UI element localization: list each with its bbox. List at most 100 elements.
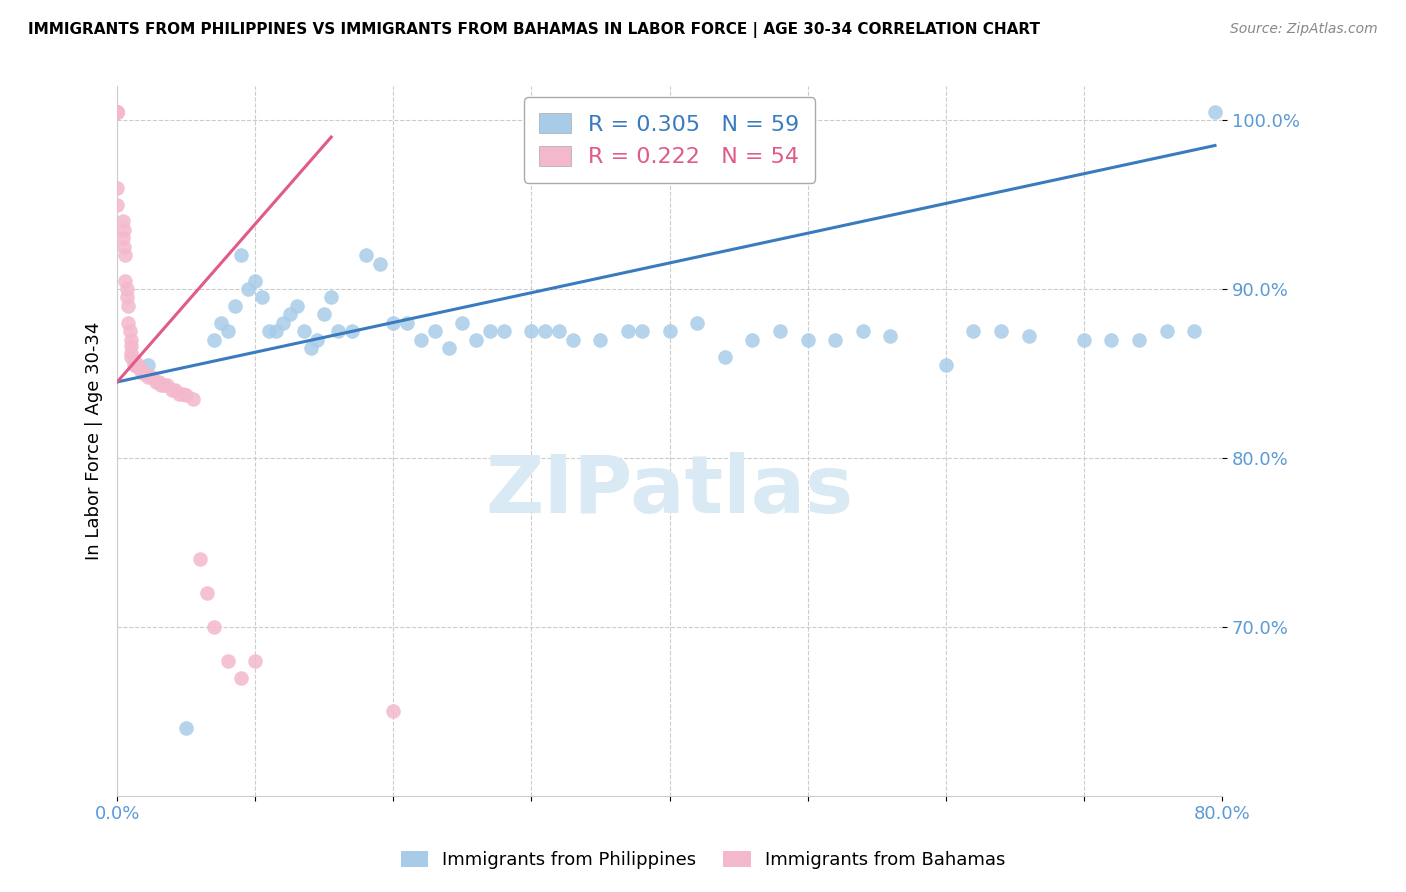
Point xyxy=(105,104,128,119)
Point xyxy=(250,291,273,305)
Point xyxy=(990,324,1012,338)
Point xyxy=(299,341,322,355)
Point xyxy=(105,104,128,119)
Point xyxy=(105,104,128,119)
Point xyxy=(141,370,163,384)
Point xyxy=(128,361,150,376)
Point xyxy=(209,316,232,330)
Point xyxy=(105,104,128,119)
Point xyxy=(1073,333,1095,347)
Point xyxy=(111,214,134,228)
Point xyxy=(245,654,267,668)
Point xyxy=(153,378,176,392)
Point xyxy=(127,358,149,372)
Point xyxy=(561,333,583,347)
Point xyxy=(631,324,654,338)
Point xyxy=(534,324,557,338)
Point xyxy=(174,721,197,735)
Point xyxy=(368,257,391,271)
Point xyxy=(202,620,225,634)
Text: ZIPatlas: ZIPatlas xyxy=(485,451,853,530)
Point xyxy=(134,367,156,381)
Y-axis label: In Labor Force | Age 30-34: In Labor Force | Age 30-34 xyxy=(86,322,103,560)
Text: Source: ZipAtlas.com: Source: ZipAtlas.com xyxy=(1230,22,1378,37)
Point xyxy=(824,333,846,347)
Point xyxy=(264,324,287,338)
Point xyxy=(172,386,194,401)
Point xyxy=(145,375,167,389)
Point xyxy=(174,388,197,402)
Point xyxy=(231,671,253,685)
Point xyxy=(479,324,502,338)
Legend: Immigrants from Philippines, Immigrants from Bahamas: Immigrants from Philippines, Immigrants … xyxy=(392,842,1014,879)
Point xyxy=(686,316,709,330)
Point xyxy=(1128,333,1150,347)
Point xyxy=(796,333,818,347)
Point xyxy=(548,324,571,338)
Point xyxy=(129,363,152,377)
Point xyxy=(423,324,446,338)
Point xyxy=(105,104,128,119)
Point xyxy=(354,248,377,262)
Point xyxy=(105,104,128,119)
Point xyxy=(136,358,159,372)
Point xyxy=(105,104,128,119)
Point xyxy=(935,358,957,372)
Point xyxy=(257,324,280,338)
Point xyxy=(117,316,139,330)
Point xyxy=(285,299,308,313)
Point xyxy=(125,358,148,372)
Point xyxy=(520,324,543,338)
Point xyxy=(713,350,735,364)
Point xyxy=(120,333,142,347)
Point xyxy=(852,324,875,338)
Point xyxy=(105,197,128,211)
Point xyxy=(162,384,184,398)
Point xyxy=(292,324,315,338)
Point xyxy=(238,282,260,296)
Point xyxy=(314,307,336,321)
Point xyxy=(962,324,984,338)
Point xyxy=(120,339,142,353)
Point xyxy=(115,282,138,296)
Point xyxy=(122,358,145,372)
Point xyxy=(321,291,343,305)
Point xyxy=(195,586,218,600)
Point xyxy=(492,324,515,338)
Point xyxy=(769,324,792,338)
Point xyxy=(136,370,159,384)
Point xyxy=(124,358,146,372)
Point xyxy=(112,223,135,237)
Point xyxy=(589,333,612,347)
Point xyxy=(1018,329,1040,343)
Point xyxy=(658,324,681,338)
Point xyxy=(118,324,141,338)
Point xyxy=(131,367,153,381)
Point xyxy=(741,333,763,347)
Point xyxy=(188,552,211,566)
Point xyxy=(120,346,142,360)
Point xyxy=(1099,333,1122,347)
Point xyxy=(181,392,204,406)
Point xyxy=(271,316,294,330)
Point xyxy=(114,248,136,262)
Point xyxy=(117,299,139,313)
Point xyxy=(396,316,419,330)
Point xyxy=(245,274,267,288)
Point xyxy=(231,248,253,262)
Point xyxy=(307,333,329,347)
Point xyxy=(437,341,460,355)
Point xyxy=(409,333,432,347)
Point xyxy=(120,350,142,364)
Point xyxy=(451,316,474,330)
Point xyxy=(169,386,191,401)
Point xyxy=(105,104,128,119)
Point xyxy=(217,654,239,668)
Point xyxy=(115,291,138,305)
Point xyxy=(1204,104,1226,119)
Point xyxy=(465,333,488,347)
Point xyxy=(617,324,640,338)
Legend: R = 0.305   N = 59, R = 0.222   N = 54: R = 0.305 N = 59, R = 0.222 N = 54 xyxy=(524,97,815,183)
Point xyxy=(148,375,170,389)
Point xyxy=(202,333,225,347)
